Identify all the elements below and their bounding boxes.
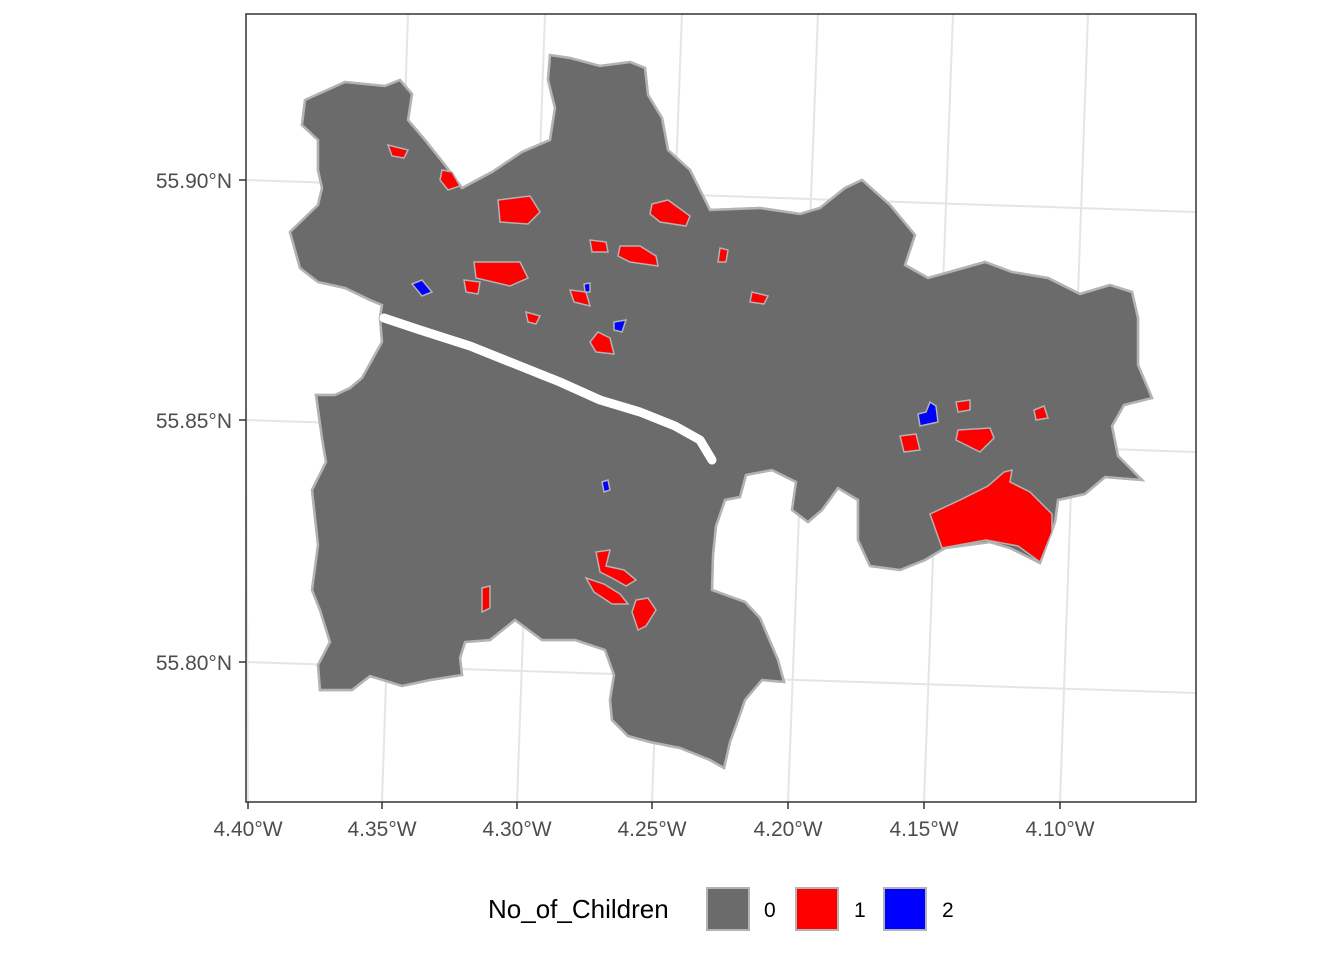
x-tick-label: 4.20°W (753, 818, 822, 841)
area-marker (584, 576, 630, 605)
legend-key-2 (883, 887, 927, 931)
area-marker (717, 247, 729, 263)
panel-border (245, 13, 1197, 803)
area-marker (929, 468, 1053, 564)
legend-key-0 (706, 887, 750, 931)
area-marker (899, 433, 921, 453)
axis-ticks (239, 179, 1061, 809)
area-marker (589, 239, 609, 253)
x-tick-label: 4.35°W (347, 818, 416, 841)
x-axis-labels: 4.40°W 4.35°W 4.30°W 4.25°W 4.20°W 4.15°… (213, 818, 1094, 841)
area-marker (1033, 405, 1049, 421)
legend: No_of_Children 0 1 2 (488, 887, 954, 931)
area-marker (568, 289, 592, 308)
area-marker (525, 310, 542, 325)
areas-one-child (386, 143, 1053, 632)
area-marker (497, 195, 541, 225)
area-marker (410, 279, 434, 297)
area-marker (749, 291, 770, 305)
area-marker (583, 282, 591, 293)
y-tick-label: 55.85°N (156, 410, 232, 433)
area-marker (601, 479, 611, 493)
city-boundary (288, 53, 1154, 770)
x-tick-label: 4.15°W (889, 818, 958, 841)
legend-title: No_of_Children (488, 894, 669, 924)
area-marker (955, 427, 995, 453)
areas-two-children (410, 279, 939, 493)
area-marker (617, 245, 659, 267)
river-clyde (379, 313, 717, 465)
area-marker (595, 549, 638, 587)
area-marker (613, 319, 628, 333)
legend-key-1 (795, 887, 839, 931)
x-tick-label: 4.30°W (482, 818, 551, 841)
x-tick-label: 4.10°W (1025, 818, 1094, 841)
area-marker (473, 261, 530, 287)
legend-label-1: 1 (854, 899, 866, 922)
legend-label-2: 2 (942, 899, 954, 922)
area-marker (955, 399, 971, 413)
y-tick-label: 55.80°N (156, 652, 232, 675)
x-tick-label: 4.40°W (213, 818, 282, 841)
area-marker (649, 199, 691, 227)
area-marker (439, 169, 462, 191)
area-marker (631, 597, 657, 632)
area-marker (463, 279, 481, 295)
legend-label-0: 0 (764, 899, 776, 922)
area-marker (481, 585, 491, 614)
area-marker (386, 143, 410, 159)
y-tick-label: 55.90°N (156, 170, 232, 193)
x-tick-label: 4.25°W (617, 818, 686, 841)
area-marker (917, 400, 939, 427)
area-marker (589, 331, 615, 355)
y-axis-labels: 55.90°N 55.85°N 55.80°N (156, 170, 232, 675)
